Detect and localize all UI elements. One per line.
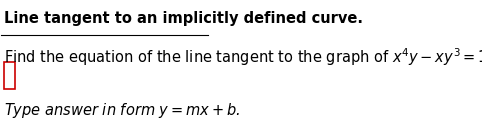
FancyBboxPatch shape	[4, 62, 15, 89]
Text: Find the equation of the line tangent to the graph of $x^4y - xy^3 = 10$ at the : Find the equation of the line tangent to…	[4, 46, 482, 68]
Text: Type answer in form $y = mx + b$.: Type answer in form $y = mx + b$.	[4, 101, 241, 120]
Text: Line tangent to an implicitly defined curve.: Line tangent to an implicitly defined cu…	[4, 11, 363, 26]
